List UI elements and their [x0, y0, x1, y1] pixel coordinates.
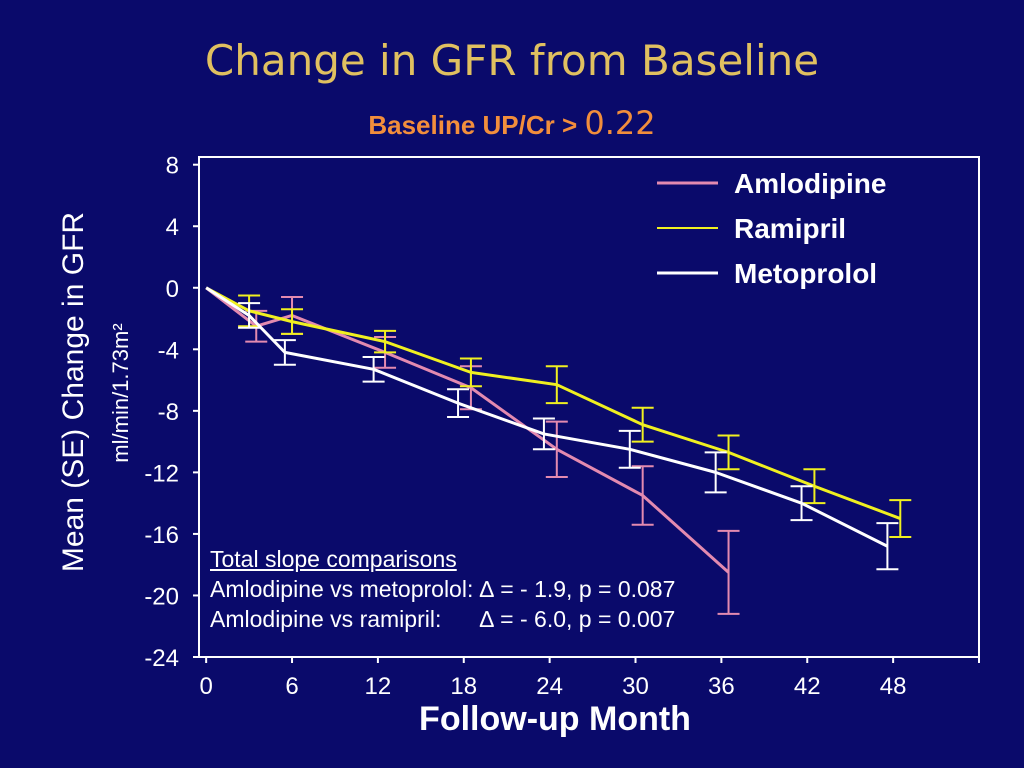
- y-tick-label: 0: [166, 276, 179, 303]
- comparison-line: Amlodipine vs metoprolol: ∆ = - 1.9, p =…: [210, 576, 676, 602]
- x-tick-label: 42: [794, 673, 821, 700]
- y-tick-label: 8: [166, 153, 179, 180]
- subtitle-value: 0.22: [584, 104, 656, 142]
- comparisons-heading: Total slope comparisons: [210, 546, 457, 572]
- y-tick-label: -16: [144, 522, 179, 549]
- y-tick-label: 4: [166, 214, 179, 241]
- x-tick-label: 6: [285, 673, 298, 700]
- legend-label-ramipril: Ramipril: [734, 213, 846, 244]
- metoprolol-line: [205, 286, 889, 548]
- chart-subtitle: Baseline UP/Cr > 0.22: [0, 104, 1024, 142]
- plot-frame: [198, 156, 980, 658]
- y-tick-label: -24: [144, 645, 179, 672]
- x-tick-label: 36: [708, 673, 735, 700]
- x-tick-label: 24: [536, 673, 563, 700]
- slope-comparisons: Total slope comparisons Amlodipine vs me…: [210, 544, 675, 634]
- x-tick-label: 48: [880, 673, 907, 700]
- x-tick-label: 0: [199, 673, 212, 700]
- y-tick-label: -4: [158, 337, 179, 364]
- y-tick-label: -8: [158, 399, 179, 426]
- amlodipine-line: [205, 286, 730, 574]
- y-tick-label: -12: [144, 460, 179, 487]
- x-tick-label: 12: [365, 673, 392, 700]
- comparison-line: Amlodipine vs ramipril: ∆ = - 6.0, p = 0…: [210, 606, 676, 632]
- ramipril-line: [205, 286, 901, 520]
- x-axis-label: Follow-up Month: [419, 700, 691, 738]
- chart-title: Change in GFR from Baseline: [204, 36, 820, 85]
- x-tick-label: 18: [450, 673, 477, 700]
- y-tick-label: -20: [144, 583, 179, 610]
- subtitle-prefix: Baseline UP/Cr >: [368, 110, 578, 140]
- legend-label-metoprolol: Metoprolol: [734, 258, 877, 289]
- legend-label-amlodipine: Amlodipine: [734, 168, 886, 199]
- x-tick-label: 30: [622, 673, 649, 700]
